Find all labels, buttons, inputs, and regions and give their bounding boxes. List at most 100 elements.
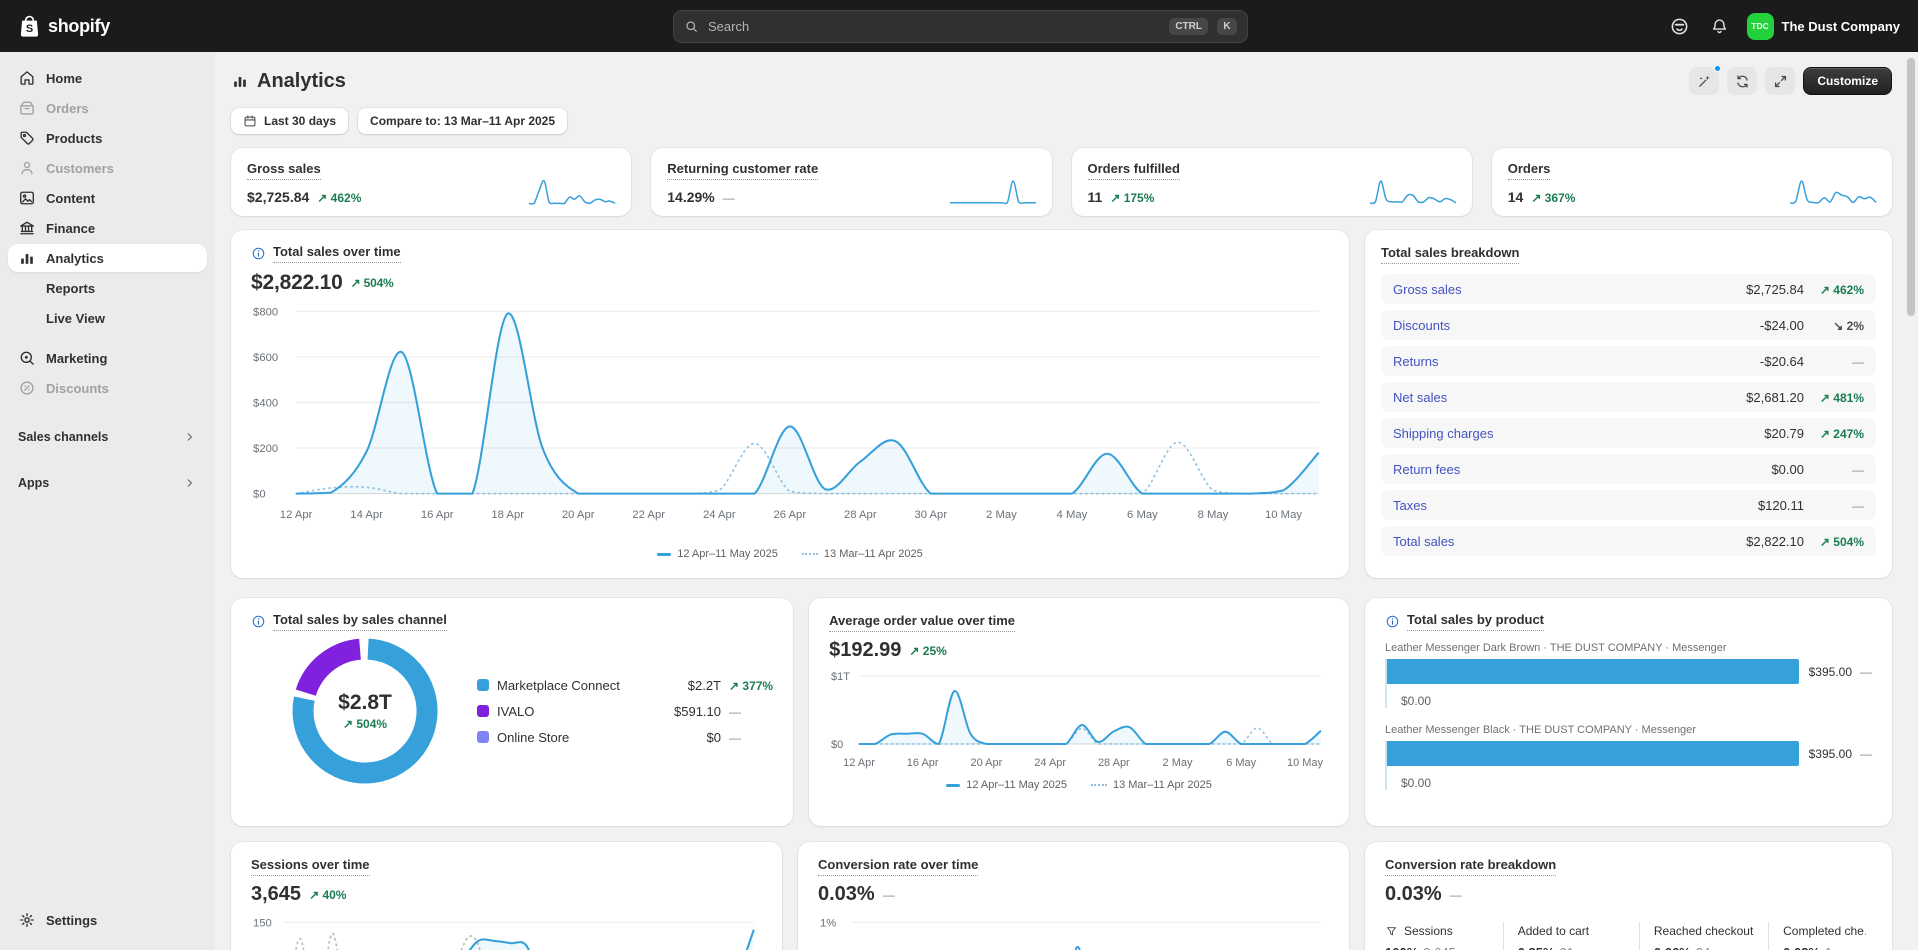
account-menu[interactable]: TDC The Dust Company — [1746, 12, 1900, 40]
sidebar-item-analytics[interactable]: Analytics — [8, 244, 207, 272]
svg-text:$0: $0 — [831, 739, 843, 751]
svg-text:10 May: 10 May — [1287, 757, 1324, 769]
legend-item: 13 Mar–11 Apr 2025 — [801, 548, 923, 560]
notification-dot — [1713, 64, 1723, 73]
sidebar-section-apps[interactable]: Apps — [8, 470, 207, 496]
product-bar-item: Leather Messenger Black · THE DUST COMPA… — [1385, 724, 1872, 791]
sidebar-item-content[interactable]: Content — [8, 184, 207, 212]
step-rate: 0.66% — [1654, 945, 1691, 950]
product-label: Leather Messenger Black · THE DUST COMPA… — [1385, 724, 1696, 737]
date-range-button[interactable]: Last 30 days — [231, 108, 349, 134]
sidebar-item-home[interactable]: Home — [8, 64, 207, 92]
legend-line-swatch — [946, 783, 961, 787]
legend-swatch — [477, 705, 489, 718]
breakdown-label[interactable]: Gross sales — [1393, 281, 1462, 297]
product-bar-list: Leather Messenger Dark Brown · THE DUST … — [1385, 642, 1872, 791]
breakdown-label[interactable]: Discounts — [1393, 317, 1451, 333]
total-sales-value: $2,822.10 — [251, 271, 343, 295]
notifications-button[interactable] — [1708, 15, 1731, 38]
product-compare-value: $0.00 — [1401, 694, 1432, 709]
step-rate: 0.03% — [1783, 945, 1820, 950]
shopify-logo[interactable]: S shopify — [18, 15, 110, 38]
search-icon — [686, 21, 697, 32]
customize-button[interactable]: Customize — [1803, 67, 1892, 95]
sidebar-item-discounts[interactable]: Discounts — [8, 374, 207, 402]
analytics-icon — [234, 76, 246, 87]
card-title[interactable]: Total sales by product — [1407, 612, 1545, 632]
svg-text:12 Apr: 12 Apr — [280, 509, 313, 521]
step-count: 24 — [1696, 945, 1710, 950]
funnel-steps: Sessions 100% 3,645 Added to cart 0.85% 31 Rea… — [1385, 922, 1872, 950]
gear-icon — [20, 913, 34, 927]
total-sales-over-time-card: Total sales over time $2,822.10 ↗ 504% $… — [231, 230, 1349, 578]
svg-text:18 Apr: 18 Apr — [491, 509, 524, 521]
kpi-label[interactable]: Orders — [1507, 161, 1551, 181]
card-title[interactable]: Sessions over time — [251, 857, 370, 877]
sidebar-item-customers[interactable]: Customers — [8, 154, 207, 182]
kpi-delta: ↗ 367% — [1531, 191, 1576, 206]
breakdown-label[interactable]: Net sales — [1393, 389, 1448, 405]
svg-text:$400: $400 — [253, 398, 278, 410]
kpi-row: Gross sales $2,725.84 ↗ 462% Returning cust… — [231, 148, 1892, 216]
card-title[interactable]: Total sales over time — [273, 244, 401, 264]
card-title[interactable]: Total sales breakdown — [1381, 245, 1520, 265]
kpi-value: 14 — [1507, 189, 1524, 206]
svg-text:150: 150 — [253, 918, 272, 930]
svg-text:24 Apr: 24 Apr — [1034, 757, 1066, 769]
sidebar-item-products[interactable]: Products — [8, 124, 207, 152]
breakdown-label[interactable]: Returns — [1393, 353, 1439, 369]
sidebar-item-settings[interactable]: Settings — [8, 906, 207, 934]
assistant-button[interactable] — [1667, 14, 1692, 39]
kpi-delta: ↗ 175% — [1110, 191, 1155, 206]
sidebar-item-live-view[interactable]: Live View — [8, 304, 207, 332]
kpi-sparkline — [1789, 180, 1877, 204]
svg-text:$800: $800 — [253, 307, 278, 319]
orders-icon — [20, 101, 34, 115]
svg-text:6 May: 6 May — [1226, 757, 1256, 769]
breakdown-label[interactable]: Total sales — [1393, 533, 1455, 549]
step-label: Reached checkout — [1653, 924, 1754, 939]
product-bar-item: Leather Messenger Dark Brown · THE DUST … — [1385, 642, 1872, 709]
marketing-icon — [20, 351, 34, 365]
channel-delta: ↗ 377% — [729, 678, 774, 693]
sidebar-item-finance[interactable]: Finance — [8, 214, 207, 242]
sidebar-item-marketing[interactable]: Marketing — [8, 344, 207, 372]
funnel-step-reached-checkout: Reached checkout 0.66% 24 — [1638, 922, 1768, 950]
legend-item: 12 Apr–11 May 2025 — [946, 779, 1067, 791]
sessions-over-time-card: Sessions over time 3,645 ↗ 40% 15012 Apr… — [231, 842, 782, 950]
scrollbar-thumb[interactable] — [1907, 58, 1915, 316]
breakdown-delta: — — [1852, 354, 1864, 369]
card-title[interactable]: Average order value over time — [829, 613, 1016, 633]
expand-button[interactable] — [1765, 67, 1796, 95]
kpi-label[interactable]: Gross sales — [247, 161, 321, 181]
kpi-sparkline — [529, 179, 616, 205]
kpi-sparkline — [949, 180, 1036, 205]
breakdown-label[interactable]: Taxes — [1393, 497, 1427, 513]
chart-legend: 12 Apr–11 May 2025 13 Mar–11 Apr 2025 — [251, 548, 1329, 560]
breakdown-label[interactable]: Shipping charges — [1393, 425, 1494, 441]
svg-text:14 Apr: 14 Apr — [350, 509, 383, 521]
magic-wand-button[interactable] — [1689, 64, 1723, 95]
card-title[interactable]: Conversion rate over time — [818, 857, 979, 877]
sidebar-item-label: Marketing — [46, 350, 108, 366]
sidebar-item-reports[interactable]: Reports — [8, 274, 207, 302]
svg-text:28 Apr: 28 Apr — [844, 509, 877, 521]
breakdown-delta: ↗ 247% — [1819, 426, 1864, 441]
breakdown-label[interactable]: Return fees — [1393, 461, 1461, 477]
channel-value: $591.10 — [674, 703, 721, 719]
breakdown-value: $2,822.10 — [1746, 533, 1804, 549]
kpi-label[interactable]: Orders fulfilled — [1087, 161, 1180, 181]
compare-button[interactable]: Compare to: 13 Mar–11 Apr 2025 — [358, 108, 568, 134]
card-title[interactable]: Total sales by sales channel — [273, 612, 447, 632]
analytics-icon — [21, 253, 33, 264]
breakdown-value: -$24.00 — [1759, 317, 1804, 333]
sidebar-section-sales-channels[interactable]: Sales channels — [8, 424, 207, 450]
svg-text:2 May: 2 May — [1163, 757, 1193, 769]
sidebar-item-orders[interactable]: Orders — [8, 94, 207, 122]
sidebar-sections: Sales channels Apps — [8, 404, 207, 496]
card-title[interactable]: Conversion rate breakdown — [1385, 857, 1557, 877]
kpi-label[interactable]: Returning customer rate — [667, 161, 819, 181]
refresh-button[interactable] — [1727, 67, 1758, 95]
search-input[interactable]: Search CTRL K — [673, 10, 1248, 43]
